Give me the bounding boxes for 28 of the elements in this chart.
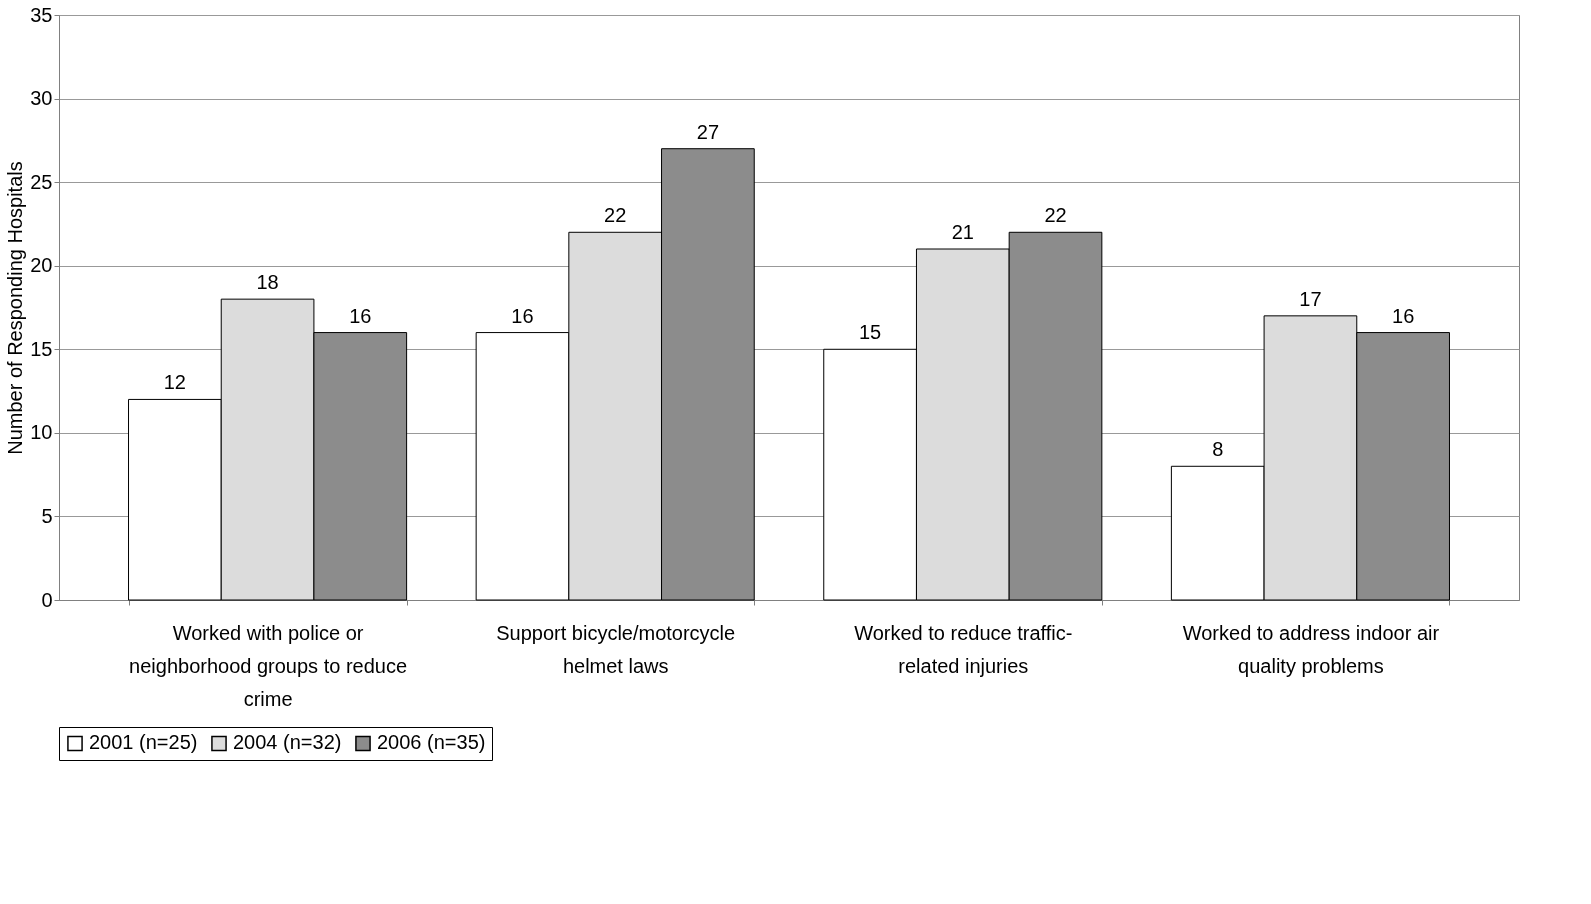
data-label: 16	[511, 304, 534, 327]
legend-label: 2004 (n=32)	[233, 731, 342, 754]
data-label: 16	[349, 304, 372, 327]
data-label: 16	[1392, 304, 1415, 327]
y-axis-title: Number of Responding Hospitals	[4, 161, 27, 455]
data-label: 18	[256, 271, 279, 294]
data-label: 22	[604, 204, 627, 227]
y-tick-label: 25	[30, 170, 53, 193]
data-label: 22	[1044, 204, 1067, 227]
legend-label: 2001 (n=25)	[89, 731, 198, 754]
y-tick-label: 5	[41, 504, 53, 527]
y-tick-label: 10	[30, 421, 53, 444]
data-label: 15	[858, 321, 882, 344]
x-tick-label: Worked to reduce traffic-related injuries	[854, 621, 1073, 677]
y-tick-label: 20	[30, 254, 53, 277]
data-label: 17	[1299, 287, 1322, 310]
data-label: 8	[1212, 438, 1224, 461]
y-tick-label: 15	[30, 337, 53, 360]
x-tick-label: Worked with police or neighborhood groups to reduce crime	[129, 621, 408, 710]
x-tick-label: Support bicycle/motorcycle helmet laws	[496, 621, 736, 677]
y-tick-label: 35	[30, 3, 53, 26]
data-label: 12	[163, 371, 186, 394]
x-tick-label: Worked to address indoor air quality problems	[1182, 621, 1440, 677]
legend-label: 2006 (n=35)	[377, 731, 486, 754]
y-tick-label: 30	[30, 87, 53, 110]
data-label: 27	[696, 120, 720, 143]
data-label: 21	[951, 221, 974, 243]
y-tick-label: 0	[41, 588, 53, 611]
